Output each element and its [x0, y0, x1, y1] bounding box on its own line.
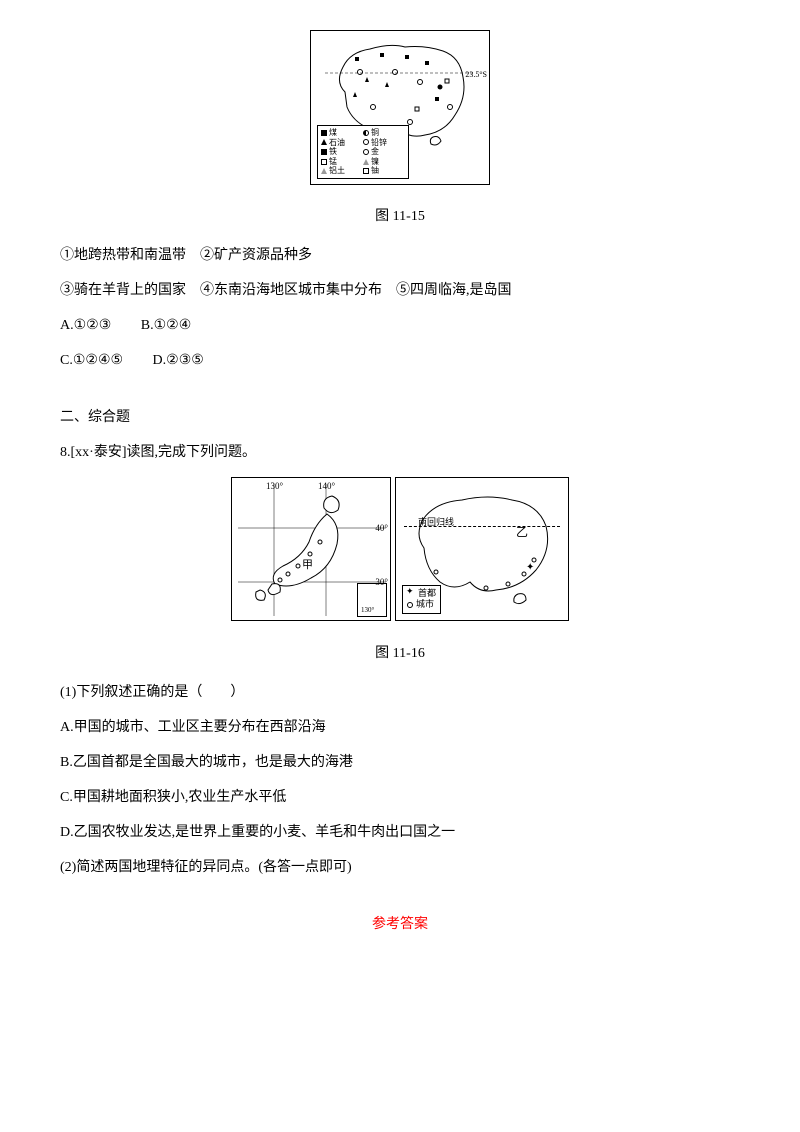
q7-options-row1: A.①②③ B.①②④: [60, 315, 740, 336]
figure-1-caption: 图 11-15: [60, 206, 740, 227]
q7-option-c: C.①②④⑤: [60, 353, 123, 368]
q7-items-line1: ①地跨热带和南温带 ②矿产资源品种多: [60, 245, 740, 266]
tropic-label: 南回归线: [418, 516, 454, 530]
japan-panel: 130° 140° 40° 30° 甲 130°: [231, 477, 391, 621]
inset-map: 130°: [357, 583, 387, 617]
q8-sub1: (1)下列叙述正确的是（ ）: [60, 682, 740, 703]
australia-panel: 南回归线 乙 ✦ 首都 城市: [395, 477, 569, 621]
figure-2: 130° 140° 40° 30° 甲 130°: [60, 477, 740, 629]
panel-right-legend: 首都 城市: [402, 585, 441, 614]
section-2-heading: 二、综合题: [60, 407, 740, 428]
q7-items-line2: ③骑在羊背上的国家 ④东南沿海地区城市集中分布 ⑤四周临海,是岛国: [60, 280, 740, 301]
figure-1: 23.5°S 煤铜 石油铅锌 铁金 锰镍 铝土铀: [60, 30, 740, 192]
label-yi: 乙: [516, 525, 528, 539]
q7-option-b: B.①②④: [141, 318, 192, 333]
q8-option-c: C.甲国耕地面积狭小,农业生产水平低: [60, 787, 740, 808]
svg-text:甲: 甲: [302, 559, 313, 571]
q7-options-row2: C.①②④⑤ D.②③⑤: [60, 350, 740, 371]
q8-option-d: D.乙国农牧业发达,是世界上重要的小麦、羊毛和牛肉出口国之一: [60, 822, 740, 843]
australia-minerals-map: 23.5°S 煤铜 石油铅锌 铁金 锰镍 铝土铀: [310, 30, 490, 185]
map-legend: 煤铜 石油铅锌 铁金 锰镍 铝土铀: [317, 125, 409, 179]
lon-130: 130°: [266, 480, 283, 494]
lat-40: 40°: [375, 522, 388, 536]
answer-key-heading: 参考答案: [60, 914, 740, 935]
latitude-label: 23.5°S: [465, 69, 487, 81]
q8-option-a: A.甲国的城市、工业区主要分布在西部沿海: [60, 717, 740, 738]
svg-text:✦: ✦: [526, 562, 534, 573]
q8-option-b: B.乙国首都是全国最大的城市，也是最大的海港: [60, 752, 740, 773]
q8-sub2: (2)简述两国地理特征的异同点。(各答一点即可): [60, 857, 740, 878]
q7-option-d: D.②③⑤: [153, 353, 204, 368]
q8-stem: 8.[xx·泰安]读图,完成下列问题。: [60, 442, 740, 463]
q7-option-a: A.①②③: [60, 318, 111, 333]
figure-2-caption: 图 11-16: [60, 643, 740, 664]
lon-140: 140°: [318, 480, 335, 494]
